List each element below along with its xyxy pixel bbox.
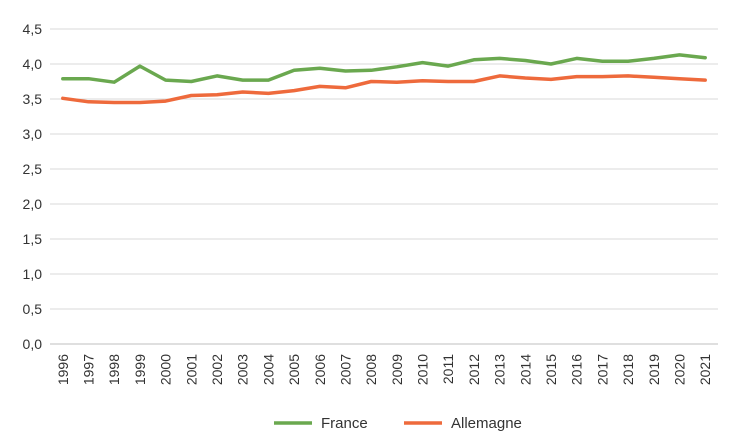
x-tick-label: 2003 xyxy=(235,354,251,385)
x-tick-label: 2011 xyxy=(440,354,456,384)
y-tick-label: 2,0 xyxy=(23,196,43,212)
y-tick-label: 0,0 xyxy=(23,336,43,352)
y-tick-label: 3,5 xyxy=(23,91,43,107)
y-tick-label: 3,0 xyxy=(23,126,43,142)
x-tick-label: 2009 xyxy=(389,354,405,385)
x-tick-label: 2018 xyxy=(620,354,636,385)
x-tick-label: 2012 xyxy=(466,354,482,385)
y-tick-label: 1,0 xyxy=(23,266,43,282)
x-tick-label: 2010 xyxy=(415,354,431,385)
series-line-allemagne xyxy=(61,74,707,105)
x-tick-label: 2021 xyxy=(697,354,713,385)
legend: France Allemagne xyxy=(274,415,522,432)
x-tick-label: 2016 xyxy=(569,354,585,385)
x-tick-label: 2019 xyxy=(646,354,662,385)
legend-label: France xyxy=(321,415,368,432)
x-tick-label: 2014 xyxy=(517,354,533,385)
series-lines xyxy=(61,53,707,105)
x-tick-label: 2000 xyxy=(158,354,174,385)
x-tick-label: 2002 xyxy=(209,354,225,385)
x-tick-label: 2006 xyxy=(312,354,328,385)
y-tick-label: 0,5 xyxy=(23,301,43,317)
x-tick-label: 1999 xyxy=(132,354,148,385)
x-tick-label: 2004 xyxy=(260,354,276,385)
y-tick-label: 2,5 xyxy=(23,161,43,177)
x-tick-label: 2001 xyxy=(183,354,199,385)
series-line-france xyxy=(61,53,707,84)
grid-lines xyxy=(50,28,718,345)
x-tick-label: 2005 xyxy=(286,354,302,385)
x-tick-label: 2008 xyxy=(363,354,379,385)
x-tick-label: 1997 xyxy=(81,354,97,385)
x-tick-label: 2020 xyxy=(671,354,687,385)
x-tick-label: 2013 xyxy=(492,354,508,385)
x-tick-label: 1996 xyxy=(55,354,71,385)
y-axis: 0,0 0,5 1,0 1,5 2,0 2,5 3,0 3,5 4,0 4,5 xyxy=(23,21,43,352)
x-axis: 1996 1997 1998 1999 2000 2001 2002 2003 2004 2005… xyxy=(55,354,713,385)
y-tick-label: 1,5 xyxy=(23,231,43,247)
y-tick-label: 4,5 xyxy=(23,21,43,37)
y-tick-label: 4,0 xyxy=(23,56,43,72)
x-tick-label: 2007 xyxy=(337,354,353,385)
legend-label: Allemagne xyxy=(451,415,522,432)
x-tick-label: 1998 xyxy=(106,354,122,385)
x-tick-label: 2015 xyxy=(543,354,559,385)
x-tick-label: 2017 xyxy=(594,354,610,385)
